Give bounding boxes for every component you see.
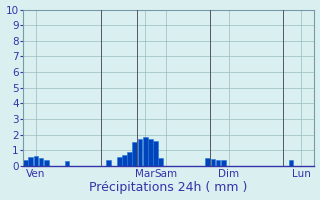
Bar: [211, 159, 215, 166]
Bar: [39, 158, 44, 166]
Bar: [143, 137, 148, 166]
Bar: [158, 158, 163, 166]
Bar: [216, 160, 220, 166]
Bar: [34, 156, 38, 166]
Bar: [107, 160, 111, 166]
Bar: [221, 160, 226, 166]
Bar: [44, 160, 49, 166]
Bar: [28, 157, 33, 166]
Bar: [148, 139, 153, 166]
Bar: [127, 152, 132, 166]
Bar: [138, 139, 142, 166]
Bar: [65, 161, 69, 166]
Bar: [205, 158, 210, 166]
Bar: [122, 155, 127, 166]
Bar: [117, 157, 122, 166]
X-axis label: Précipitations 24h ( mm ): Précipitations 24h ( mm ): [90, 181, 248, 194]
Bar: [132, 142, 137, 166]
Bar: [23, 160, 28, 166]
Bar: [289, 160, 293, 166]
Bar: [153, 141, 158, 166]
